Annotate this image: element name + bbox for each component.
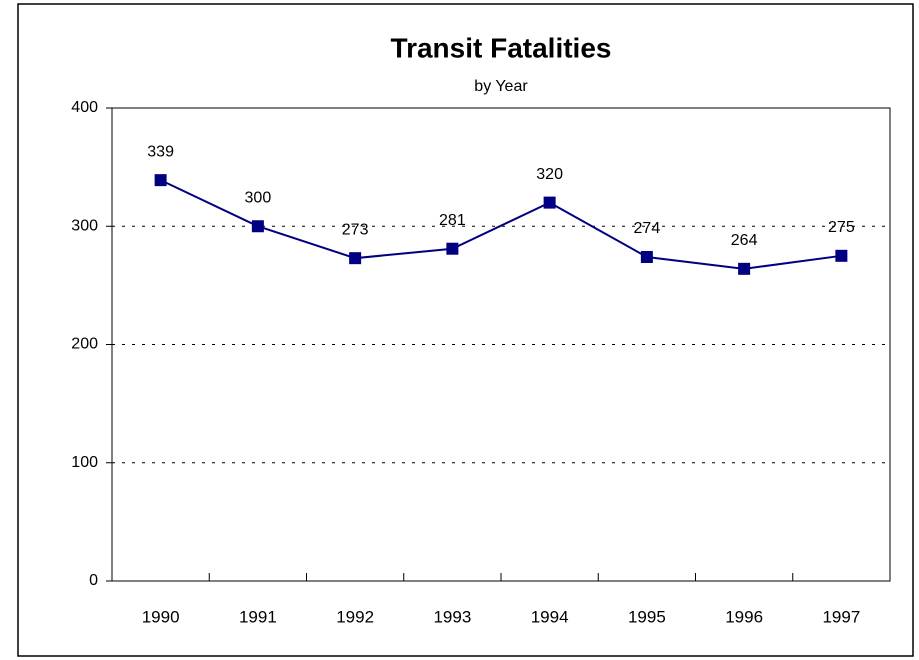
data-label: 281 bbox=[439, 212, 466, 229]
y-tick-label: 200 bbox=[71, 336, 98, 353]
data-label: 264 bbox=[731, 232, 758, 249]
x-tick-label: 1990 bbox=[142, 607, 180, 626]
marker bbox=[446, 242, 459, 255]
marker bbox=[543, 196, 556, 209]
y-tick-label: 100 bbox=[71, 454, 98, 471]
data-label: 273 bbox=[342, 221, 369, 238]
y-tick-label: 400 bbox=[71, 99, 98, 116]
chart-frame bbox=[17, 3, 914, 657]
x-tick-label: 1995 bbox=[628, 607, 666, 626]
data-label: 275 bbox=[828, 219, 855, 236]
y-tick-label: 0 bbox=[89, 572, 98, 589]
data-label: 274 bbox=[634, 220, 661, 237]
x-tick-label: 1994 bbox=[531, 607, 569, 626]
marker bbox=[738, 262, 751, 275]
x-tick-label: 1996 bbox=[725, 607, 763, 626]
y-tick-label: 300 bbox=[71, 217, 98, 234]
marker bbox=[349, 252, 362, 265]
x-tick-label: 1991 bbox=[239, 607, 277, 626]
x-tick-label: 1993 bbox=[433, 607, 471, 626]
x-tick-label: 1992 bbox=[336, 607, 374, 626]
data-label: 300 bbox=[245, 189, 272, 206]
line bbox=[160, 179, 842, 270]
marker bbox=[154, 174, 167, 187]
chart-title: Transit Fatalities bbox=[391, 32, 612, 63]
marker bbox=[640, 250, 653, 263]
data-label: 320 bbox=[536, 166, 563, 183]
marker bbox=[835, 249, 848, 262]
chart-subtitle: by Year bbox=[474, 78, 528, 95]
data-label: 339 bbox=[147, 143, 174, 160]
x-tick-label: 1997 bbox=[822, 607, 860, 626]
marker bbox=[251, 220, 264, 233]
